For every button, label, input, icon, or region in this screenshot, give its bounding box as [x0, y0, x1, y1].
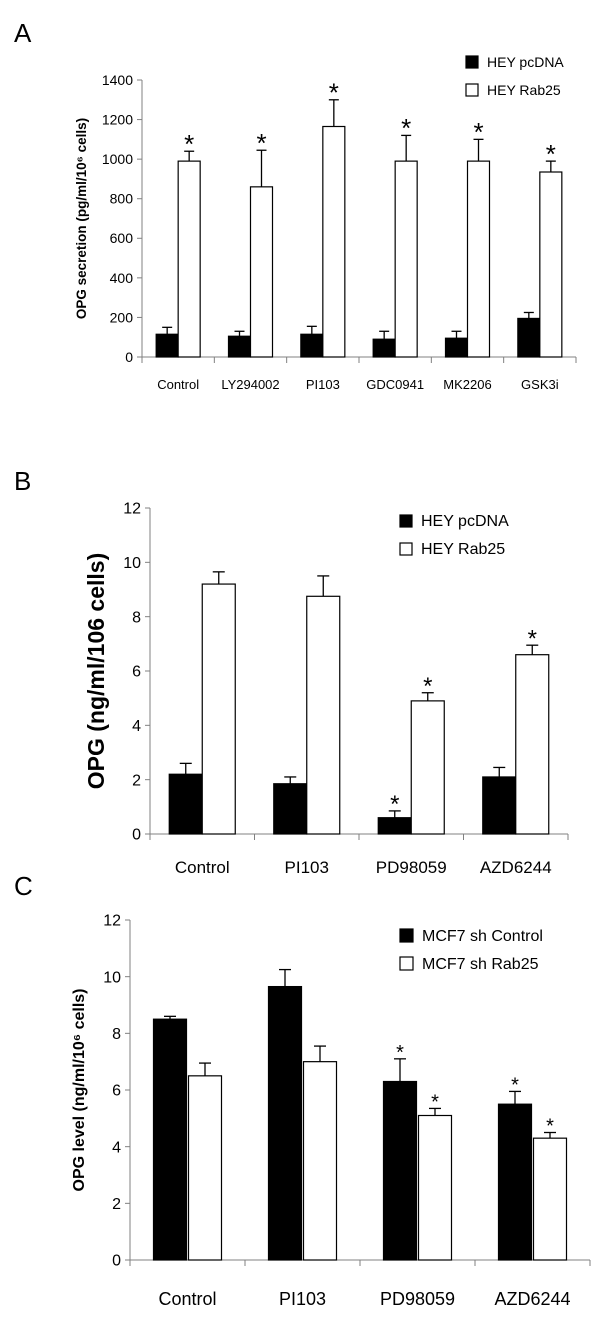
legend-label: HEY pcDNA	[487, 54, 564, 70]
y-tick-label: 1400	[102, 72, 133, 88]
bar-series2	[417, 1114, 453, 1261]
x-tick-label: MK2206	[443, 377, 491, 392]
x-tick-label: GSK3i	[521, 377, 559, 392]
bar-series1	[377, 817, 412, 835]
legend-swatch	[399, 928, 414, 943]
legend-label: HEY Rab25	[421, 541, 505, 558]
x-tick-label: PI103	[285, 858, 329, 877]
y-tick-label: 4	[132, 718, 141, 735]
x-tick-label: PD98059	[376, 858, 447, 877]
legend-swatch	[465, 83, 479, 97]
legend-swatch	[465, 55, 479, 69]
panel-letter: C	[14, 871, 33, 901]
y-axis-label: OPG (ng/ml/106 cells)	[83, 553, 109, 789]
x-tick-label: AZD6244	[480, 858, 552, 877]
legend-swatch	[399, 514, 413, 528]
legend-label: HEY pcDNA	[421, 513, 509, 530]
bar-series1	[155, 333, 179, 358]
bar-series2	[249, 186, 274, 358]
x-tick-label: Control	[158, 1289, 216, 1309]
bar-series2	[515, 654, 550, 835]
x-tick-label: PI103	[306, 377, 340, 392]
bar-series2	[394, 160, 418, 358]
y-tick-label: 6	[132, 664, 141, 681]
significance-marker: *	[511, 1074, 519, 1096]
y-tick-label: 2	[112, 1196, 121, 1213]
significance-marker: *	[256, 128, 266, 158]
bar-series1	[227, 335, 252, 358]
bar-series1	[273, 783, 308, 835]
bar-series2	[322, 125, 346, 358]
chart-panel-b: B 0 2 4 6 8 10 12 OPG (ng/ml/106 cells) Control PI…	[14, 466, 569, 877]
y-tick-label: 8	[112, 1026, 121, 1043]
x-tick-label: PI103	[279, 1289, 326, 1309]
y-tick-label: 0	[112, 1253, 121, 1270]
y-tick-label: 1000	[102, 151, 133, 167]
significance-marker: *	[396, 1042, 404, 1064]
legend-label: MCF7 sh Rab25	[422, 956, 539, 973]
x-tick-label: LY294002	[221, 377, 279, 392]
bar-series1	[300, 333, 324, 358]
y-tick-label: 8	[132, 609, 141, 626]
y-tick-label: 600	[110, 230, 134, 246]
bar-series2	[532, 1137, 568, 1261]
legend-swatch	[399, 956, 414, 971]
bar-series2	[466, 160, 491, 358]
x-tick-label: GDC0941	[366, 377, 424, 392]
bar-series1	[482, 776, 517, 835]
y-tick-label: 1200	[102, 111, 133, 127]
x-tick-label: AZD6244	[494, 1289, 570, 1309]
significance-marker: *	[546, 1116, 554, 1138]
y-tick-label: 12	[123, 501, 141, 518]
significance-marker: *	[423, 673, 432, 700]
y-tick-label: 400	[110, 270, 134, 286]
significance-marker: *	[431, 1091, 439, 1113]
y-tick-label: 10	[103, 969, 121, 986]
y-tick-label: 200	[110, 309, 134, 325]
bar-series1	[382, 1080, 418, 1261]
significance-marker: *	[528, 625, 537, 652]
bar-series1	[168, 773, 203, 835]
significance-marker: *	[473, 117, 483, 147]
legend-label: HEY Rab25	[487, 82, 561, 98]
y-tick-label: 6	[112, 1083, 121, 1100]
bar-series1	[152, 1018, 188, 1261]
panel-letter: A	[14, 18, 32, 48]
significance-marker: *	[390, 791, 399, 818]
y-tick-label: 0	[132, 827, 141, 844]
x-tick-label: PD98059	[380, 1289, 455, 1309]
y-tick-label: 4	[112, 1139, 121, 1156]
bar-series1	[517, 317, 541, 358]
y-tick-label: 0	[125, 349, 133, 365]
y-tick-label: 2	[132, 772, 141, 789]
significance-marker: *	[401, 113, 411, 143]
chart-panel-c: C 0 2 4 6 8 10 12 OPG level (ng/ml/10⁶ cells) Con…	[14, 871, 591, 1309]
bar-series2	[177, 160, 201, 358]
bar-series1	[444, 337, 469, 358]
bar-series1	[267, 985, 303, 1261]
y-tick-label: 10	[123, 555, 141, 572]
significance-marker: *	[329, 78, 339, 108]
bar-series2	[187, 1075, 223, 1261]
panel-letter: B	[14, 466, 31, 496]
legend-swatch	[399, 542, 413, 556]
y-axis-label: OPG secretion (pg/ml/10⁶ cells)	[74, 118, 89, 319]
y-tick-label: 800	[110, 191, 134, 207]
y-tick-label: 12	[103, 913, 121, 930]
y-axis-label: OPG level (ng/ml/10⁶ cells)	[71, 989, 88, 1192]
bar-series2	[539, 171, 563, 358]
bar-series1	[372, 338, 396, 358]
x-tick-label: Control	[175, 858, 230, 877]
significance-marker: *	[546, 139, 556, 169]
x-tick-label: Control	[157, 377, 199, 392]
bar-series2	[302, 1061, 338, 1261]
bar-series1	[497, 1103, 533, 1261]
significance-marker: *	[184, 129, 194, 159]
legend-label: MCF7 sh Control	[422, 928, 543, 945]
bar-series2	[201, 583, 236, 835]
chart-panel-a: A 0 200 400 600 800 1000 1200 1400 OPG secretion …	[14, 18, 577, 392]
bar-series2	[306, 595, 341, 835]
bar-series2	[410, 700, 445, 835]
